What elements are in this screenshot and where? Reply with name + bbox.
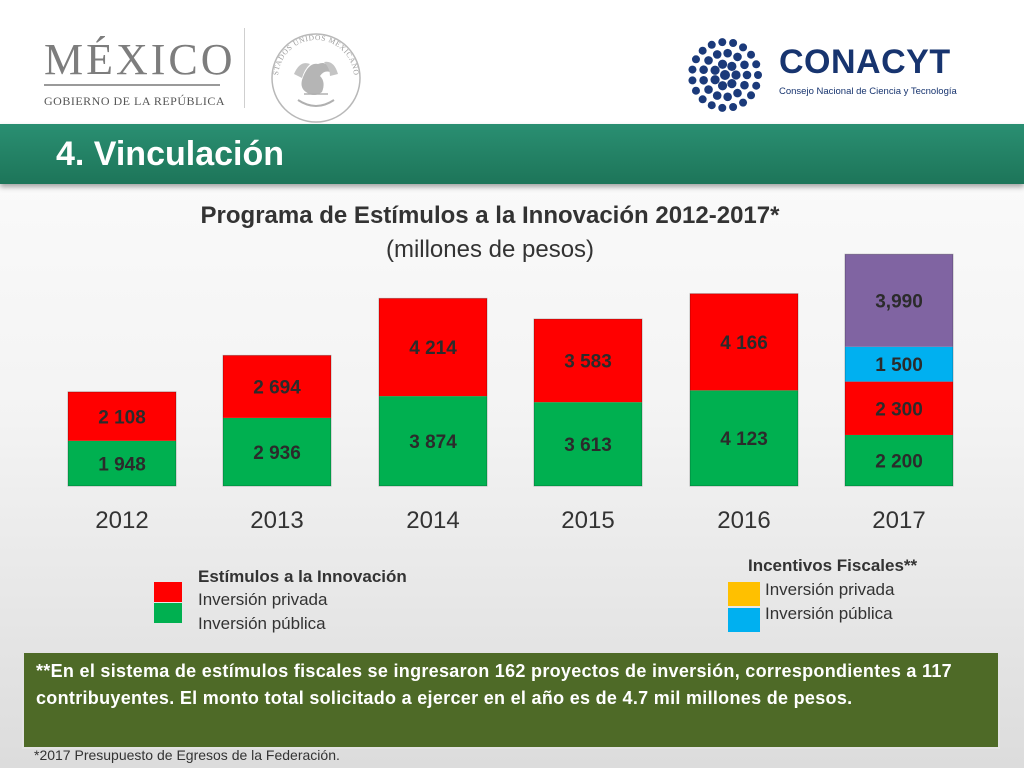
bar-segment-2015-1 [534,319,642,403]
section-title-band: 4. Vinculación [0,124,1024,184]
bar-value-label: 4 123 [720,429,768,450]
note-text: **En el sistema de estímulos fiscales se… [36,661,952,708]
conacyt-logo-icon [688,38,762,112]
bar-outline-2012 [67,391,177,487]
legend-incentivos-privada-swatch [728,582,760,606]
x-tick-label: 2013 [250,507,303,534]
bar-segment-2012-1 [68,391,176,441]
bar-segment-2017-3 [845,381,953,435]
bar-value-label: 3 613 [564,435,612,456]
bar-segment-2014-0 [379,396,487,486]
bar-value-label: 3,990 [875,292,923,313]
x-tick-label: 2012 [95,507,148,534]
bar-outline-2016 [689,293,799,487]
bar-segment-2013-0 [223,417,331,486]
bar-segment-2013-1 [223,355,331,418]
conacyt-subtitle: Consejo Nacional de Ciencia y Tecnología [779,86,957,97]
bar-outline-2014 [378,297,488,487]
section-title: 4. Vinculación [56,135,285,173]
bar-outline-2013 [222,354,332,487]
legend-estimulos-publica-swatch [154,603,182,623]
bar-outline-2017 [844,253,954,487]
bar-value-label: 3 583 [564,352,612,373]
legend-estimulos-publica-label: Inversión pública [198,614,326,633]
bar-segment-2017-4 [845,346,953,382]
bar-segment-2014-1 [379,298,487,397]
bar-value-label: 1 948 [98,454,146,475]
x-tick-label: 2017 [872,507,925,534]
bar-segment-2016-1 [690,293,798,391]
bar-value-label: 4 214 [409,338,457,359]
legend-incentivos-privada-label: Inversión privada [765,580,895,599]
header-divider [244,28,245,108]
bar-value-label: 2 936 [253,443,301,464]
mexico-logo-rule [44,84,220,86]
bar-value-label: 2 108 [98,407,146,428]
bar-value-label: 3 874 [409,432,457,453]
mexico-logo-wordmark: MÉXICO [44,35,236,84]
x-tick-label: 2015 [561,507,614,534]
conacyt-wordmark: CONACYT [779,43,951,81]
bar-segment-2017-2 [845,434,953,486]
mexico-logo-subtitle: GOBIERNO DE LA REPÚBLICA [44,94,226,108]
x-tick-label: 2014 [406,507,459,534]
legend-estimulos-privada-label: Inversión privada [198,590,328,609]
bar-outline-2015 [533,318,643,487]
chart-title: Programa de Estímulos a la Innovación 20… [200,202,780,229]
national-seal-icon: ESTADOS UNIDOS MEXICANOS [264,20,361,123]
slide-header: MÉXICO GOBIERNO DE LA REPÚBLICA ESTADOS … [0,0,1024,124]
legend-estimulos-title: Estímulos a la Innovación [198,567,407,586]
bar-value-label: 2 694 [253,378,301,399]
bar-value-label: 1 500 [875,355,923,376]
footnote: *2017 Presupuesto de Egresos de la Feder… [34,747,340,763]
bar-segment-2016-0 [690,390,798,486]
legend-incentivos-title: Incentivos Fiscales** [748,556,918,575]
chart-subtitle: (millones de pesos) [385,236,595,263]
x-tick-label: 2016 [717,507,770,534]
legend-estimulos-privada-swatch [154,582,182,602]
bar-value-label: 4 166 [720,333,768,354]
bar-segment-2015-0 [534,402,642,486]
note-box: **En el sistema de estímulos fiscales se… [24,653,998,747]
legend-incentivos-publica-label: Inversión pública [765,604,893,623]
bar-value-label: 2 200 [875,451,923,472]
bar-value-label: 2 300 [875,399,923,420]
bar-segment-2012-0 [68,440,176,486]
legend-incentivos-publica-swatch [728,608,760,632]
bar-segment-2017-5 [845,254,953,347]
